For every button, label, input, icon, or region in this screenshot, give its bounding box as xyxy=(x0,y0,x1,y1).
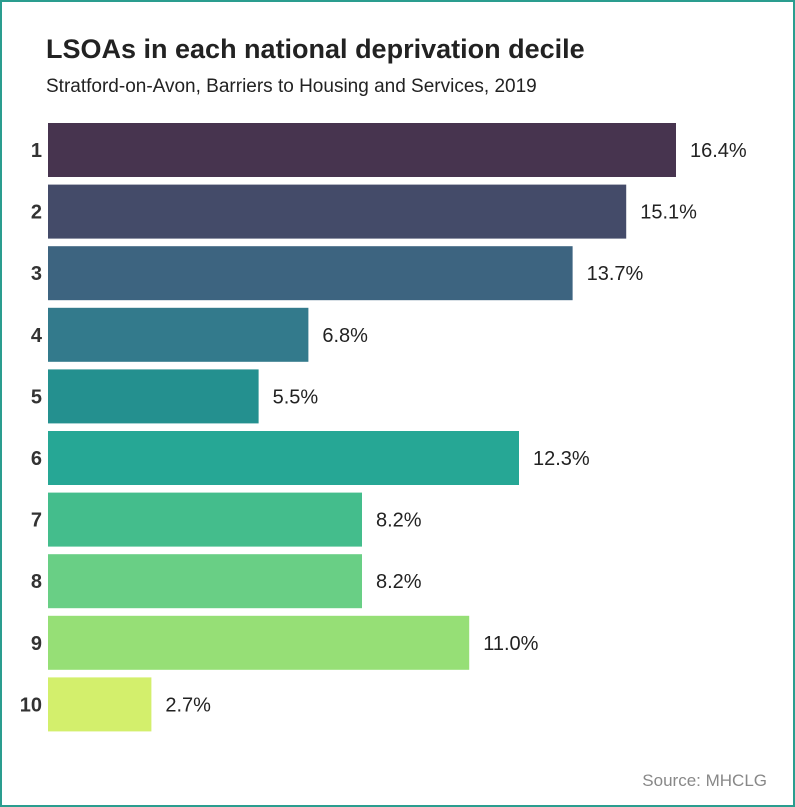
category-label: 6 xyxy=(31,448,42,470)
category-label: 5 xyxy=(31,386,42,408)
value-label: 8.2% xyxy=(376,510,422,532)
category-label: 4 xyxy=(31,325,43,347)
category-label: 7 xyxy=(31,510,42,532)
value-label: 13.7% xyxy=(587,263,644,285)
value-label: 15.1% xyxy=(640,202,697,224)
bar-decile-7 xyxy=(48,492,362,547)
bar-decile-5 xyxy=(48,369,259,424)
value-label: 6.8% xyxy=(322,325,368,347)
chart-subtitle: Stratford-on-Avon, Barriers to Housing a… xyxy=(46,76,537,97)
source-note: Source: MHCLG xyxy=(642,771,767,790)
value-label: 5.5% xyxy=(273,386,319,408)
bar-decile-3 xyxy=(48,246,573,301)
bar-decile-9 xyxy=(48,615,470,670)
bar-decile-10 xyxy=(48,677,152,732)
bar-decile-6 xyxy=(48,431,519,485)
bar-chart: 1 16.4% 2 15.1% 3 13.7% 4 6.8% 5 5.5% 6 12.3% 7 8.2% 8… xyxy=(20,123,747,732)
bar-decile-8 xyxy=(48,554,362,609)
bar-decile-2 xyxy=(48,184,627,239)
bar-decile-1 xyxy=(48,123,676,177)
category-label: 8 xyxy=(31,571,42,593)
chart-title: LSOAs in each national deprivation decil… xyxy=(46,34,585,64)
value-label: 12.3% xyxy=(533,448,590,470)
bar-decile-4 xyxy=(48,307,309,362)
category-label: 3 xyxy=(31,263,42,285)
category-label: 9 xyxy=(31,633,42,655)
category-label: 2 xyxy=(31,202,42,224)
value-label: 8.2% xyxy=(376,571,422,593)
value-label: 2.7% xyxy=(165,694,211,716)
value-label: 16.4% xyxy=(690,140,747,162)
category-label: 1 xyxy=(31,140,42,162)
category-label: 10 xyxy=(20,694,42,716)
value-label: 11.0% xyxy=(483,633,538,655)
